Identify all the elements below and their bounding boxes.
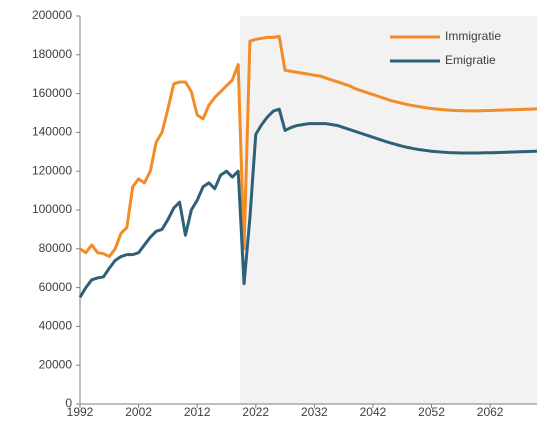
y-tick-label: 20000 [39,357,73,371]
y-tick-label: 40000 [39,319,73,333]
legend-label: Emigratie [445,53,496,67]
projection-shade [239,16,537,404]
x-tick-label: 2052 [418,405,445,419]
y-tick-label: 180000 [32,47,72,61]
y-tick-label: 200000 [32,8,72,22]
y-tick-label: 140000 [32,125,72,139]
x-tick-label: 2012 [184,405,211,419]
x-tick-label: 2022 [242,405,269,419]
x-tick-label: 1992 [67,405,94,419]
y-tick-label: 60000 [39,280,73,294]
y-tick-label: 0 [65,396,72,410]
series-line [79,34,537,259]
y-tick-label: 100000 [32,202,72,216]
series-line [78,107,537,299]
legend-label: Immigratie [445,29,501,43]
x-tick-label: 2002 [125,405,152,419]
y-tick-label: 160000 [32,86,72,100]
x-tick-label: 2032 [301,405,328,419]
x-tick-label: 2042 [360,405,387,419]
y-tick-label: 80000 [39,241,73,255]
x-tick-label: 2062 [477,405,504,419]
y-tick-label: 120000 [32,163,72,177]
